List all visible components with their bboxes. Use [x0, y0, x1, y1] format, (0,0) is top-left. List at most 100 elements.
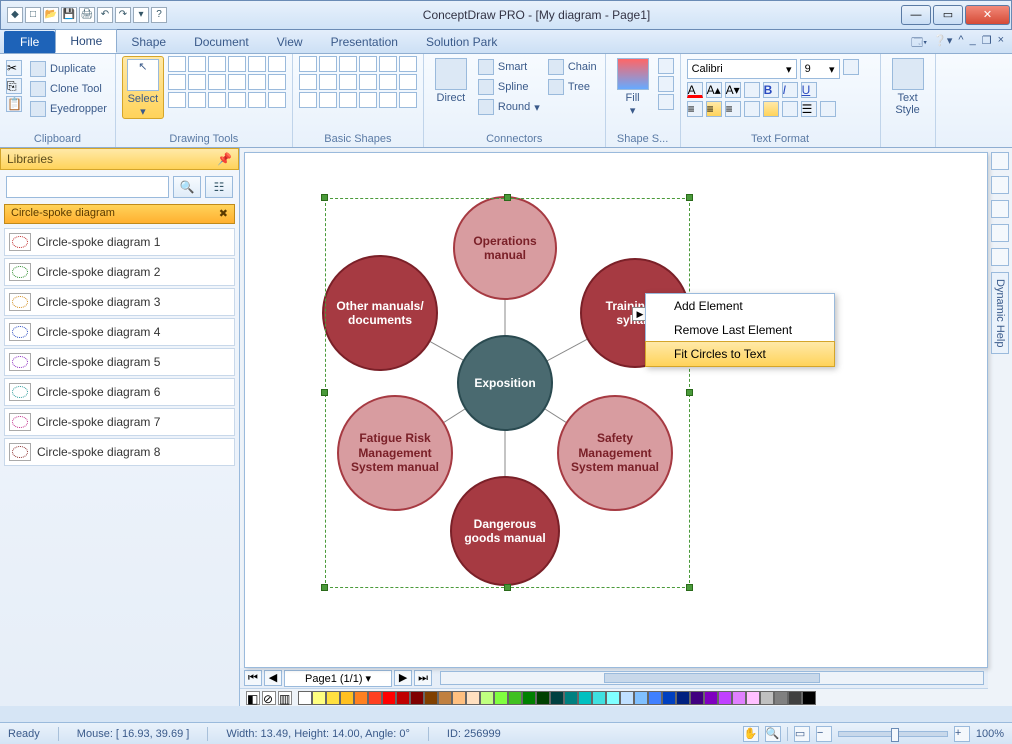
- selection-handle[interactable]: [321, 389, 328, 396]
- color-swatch[interactable]: [746, 691, 760, 705]
- zoom-in-button[interactable]: +: [954, 726, 970, 742]
- font-size-combo[interactable]: 9▾: [800, 59, 840, 79]
- page-next-button[interactable]: ▶: [394, 670, 412, 686]
- color-swatch[interactable]: [788, 691, 802, 705]
- draw-t9-icon[interactable]: [208, 92, 226, 108]
- color-swatch[interactable]: [382, 691, 396, 705]
- color-swatch[interactable]: [410, 691, 424, 705]
- search-button[interactable]: 🔍: [173, 176, 201, 198]
- color-swatch[interactable]: [522, 691, 536, 705]
- color-swatch[interactable]: [340, 691, 354, 705]
- collapse-ribbon-icon[interactable]: ^: [958, 34, 963, 53]
- file-tab[interactable]: File: [4, 31, 55, 53]
- color-swatch[interactable]: [662, 691, 676, 705]
- strip-icon-3[interactable]: [991, 200, 1009, 218]
- zoom-out-button[interactable]: −: [816, 726, 832, 742]
- page-last-button[interactable]: ⏭: [414, 670, 432, 686]
- clone-tool-button[interactable]: Clone Tool: [28, 80, 109, 98]
- mdi-min-icon[interactable]: _: [970, 34, 976, 53]
- color-swatch[interactable]: [368, 691, 382, 705]
- align-center-icon[interactable]: ≡: [706, 101, 722, 117]
- color-swatch[interactable]: [326, 691, 340, 705]
- qat-undo-icon[interactable]: ↶: [97, 7, 113, 23]
- tab-shape[interactable]: Shape: [117, 31, 180, 53]
- shape-11-icon[interactable]: [379, 74, 397, 90]
- color-swatch[interactable]: [620, 691, 634, 705]
- pin-icon[interactable]: 📌: [217, 152, 232, 166]
- color-swatch[interactable]: [592, 691, 606, 705]
- draw-t10-icon[interactable]: [228, 92, 246, 108]
- valign-bot-icon[interactable]: [782, 101, 798, 117]
- draw-t3-icon[interactable]: [208, 74, 226, 90]
- shape-12-icon[interactable]: [399, 74, 417, 90]
- qat-new-icon[interactable]: □: [25, 7, 41, 23]
- context-menu-item[interactable]: Add Element: [646, 294, 834, 318]
- minimize-button[interactable]: —: [901, 5, 931, 25]
- paste-icon[interactable]: 📋: [6, 96, 22, 112]
- fontcolor-icon[interactable]: A: [687, 82, 703, 98]
- tree-connector-button[interactable]: Tree: [546, 78, 599, 96]
- shape-6-icon[interactable]: [399, 56, 417, 72]
- align-left-icon[interactable]: ≡: [687, 101, 703, 117]
- library-category-header[interactable]: Circle-spoke diagram ✖: [4, 204, 235, 224]
- page-tab[interactable]: Page1 (1/1) ▾: [284, 670, 392, 687]
- color-swatch[interactable]: [438, 691, 452, 705]
- color-swatch[interactable]: [676, 691, 690, 705]
- color-swatch[interactable]: [606, 691, 620, 705]
- shape-9-icon[interactable]: [339, 74, 357, 90]
- italic-button[interactable]: I: [782, 82, 798, 98]
- selection-handle[interactable]: [686, 194, 693, 201]
- highlight-icon[interactable]: [744, 82, 760, 98]
- library-item[interactable]: Circle-spoke diagram 5: [4, 348, 235, 376]
- qat-save-icon[interactable]: 💾: [61, 7, 77, 23]
- palette-menu-icon[interactable]: ◧: [246, 691, 260, 705]
- font-combo[interactable]: Calibri▾: [687, 59, 797, 79]
- shape-3-icon[interactable]: [339, 56, 357, 72]
- draw-arc-icon[interactable]: [248, 56, 266, 72]
- color-swatch[interactable]: [312, 691, 326, 705]
- shape-2-icon[interactable]: [319, 56, 337, 72]
- horizontal-scrollbar[interactable]: [440, 671, 984, 685]
- shape-8-icon[interactable]: [319, 74, 337, 90]
- indent-icon[interactable]: [820, 101, 836, 117]
- library-item[interactable]: Circle-spoke diagram 3: [4, 288, 235, 316]
- color-swatch[interactable]: [690, 691, 704, 705]
- tab-presentation[interactable]: Presentation: [317, 31, 412, 53]
- shape-15-icon[interactable]: [339, 92, 357, 108]
- valign-top-icon[interactable]: [744, 101, 760, 117]
- dynamic-help-tab[interactable]: Dynamic Help: [991, 272, 1009, 354]
- color-swatch[interactable]: [760, 691, 774, 705]
- bullets-icon[interactable]: ☰: [801, 101, 817, 117]
- qat-help-icon[interactable]: ?: [151, 7, 167, 23]
- color-swatch[interactable]: [508, 691, 522, 705]
- fit-page-icon[interactable]: ▭: [794, 726, 810, 742]
- color-swatch[interactable]: [354, 691, 368, 705]
- shape-16-icon[interactable]: [359, 92, 377, 108]
- round-connector-button[interactable]: Round ▾: [476, 98, 542, 116]
- draw-t2-icon[interactable]: [188, 74, 206, 90]
- shape-4-icon[interactable]: [359, 56, 377, 72]
- tab-document[interactable]: Document: [180, 31, 263, 53]
- scroll-thumb[interactable]: [604, 673, 821, 683]
- shape-14-icon[interactable]: [319, 92, 337, 108]
- hand-tool-icon[interactable]: ✋: [743, 726, 759, 742]
- color-swatch[interactable]: [298, 691, 312, 705]
- selection-handle[interactable]: [504, 194, 511, 201]
- direct-connector-button[interactable]: Direct: [430, 56, 472, 104]
- zoom-handle[interactable]: [891, 728, 899, 742]
- strip-icon-2[interactable]: [991, 176, 1009, 194]
- close-button[interactable]: ✕: [965, 5, 1010, 25]
- duplicate-button[interactable]: Duplicate: [28, 60, 109, 78]
- color-swatch[interactable]: [466, 691, 480, 705]
- qat-open-icon[interactable]: 📂: [43, 7, 59, 23]
- color-swatch[interactable]: [634, 691, 648, 705]
- color-swatch[interactable]: [578, 691, 592, 705]
- strip-icon-5[interactable]: [991, 248, 1009, 266]
- draw-t6-icon[interactable]: [268, 74, 286, 90]
- shadow-icon[interactable]: [658, 94, 674, 110]
- increase-font-icon[interactable]: A▴: [706, 82, 722, 98]
- align-right-icon[interactable]: ≡: [725, 101, 741, 117]
- window-menu-icon[interactable]: 🗔▾: [911, 34, 927, 53]
- color-swatch[interactable]: [550, 691, 564, 705]
- mdi-close-icon[interactable]: ×: [998, 34, 1004, 53]
